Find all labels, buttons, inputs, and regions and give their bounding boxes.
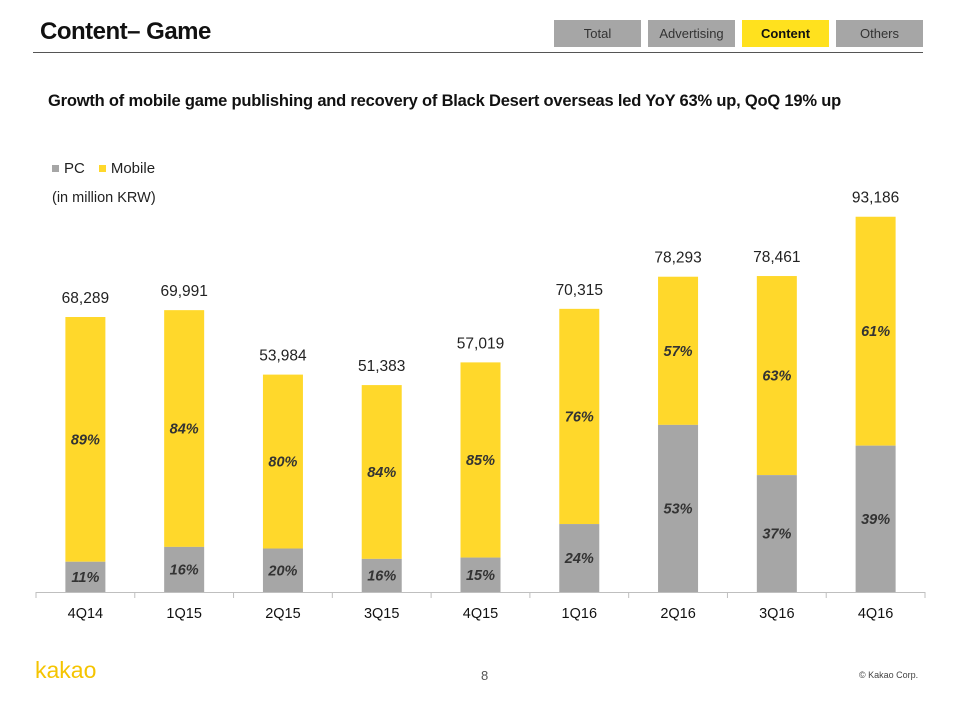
- mobile-share-label-2Q16: 57%: [664, 344, 693, 360]
- pc-share-label-3Q16: 37%: [762, 527, 791, 543]
- x-tick-label-3Q15: 3Q15: [364, 606, 399, 622]
- total-label-1Q16: 70,315: [556, 282, 603, 299]
- bar-mobile-2Q15: [262, 374, 303, 549]
- pc-share-label-4Q16: 39%: [861, 512, 890, 528]
- pc-share-label-3Q15: 16%: [367, 568, 396, 584]
- legend-item-pc: PC: [52, 160, 85, 177]
- legend-label-pc: PC: [64, 160, 85, 177]
- bar-pc-3Q16: [756, 475, 797, 592]
- copyright: © Kakao Corp.: [859, 670, 919, 680]
- bar-pc-2Q16: [658, 424, 699, 592]
- headline: Growth of mobile game publishing and rec…: [48, 92, 841, 110]
- legend-swatch-pc: [52, 165, 59, 172]
- total-label-2Q16: 78,293: [654, 250, 701, 267]
- pc-share-label-4Q15: 15%: [466, 568, 495, 584]
- page-title: Content– Game: [40, 18, 211, 45]
- pc-share-label-4Q14: 11%: [71, 570, 99, 586]
- bar-pc-4Q16: [855, 445, 896, 592]
- bar-pc-2Q15: [262, 548, 303, 592]
- pc-share-label-1Q16: 24%: [564, 551, 594, 567]
- tab-content[interactable]: Content: [742, 20, 829, 47]
- legend-label-mobile: Mobile: [110, 160, 156, 177]
- total-label-4Q16: 93,186: [852, 190, 899, 207]
- bar-mobile-1Q16: [559, 308, 600, 525]
- section-tabs: Total Advertising Content Others: [554, 20, 923, 47]
- bar-pc-1Q15: [164, 546, 205, 592]
- mobile-share-label-4Q14: 89%: [71, 432, 100, 448]
- kakao-logo: kakao: [35, 657, 97, 683]
- bar-pc-4Q14: [65, 561, 106, 592]
- x-tick-label-4Q14: 4Q14: [68, 606, 103, 622]
- mobile-share-label-3Q15: 84%: [367, 465, 396, 481]
- x-tick-label-2Q16: 2Q16: [660, 606, 695, 622]
- bar-mobile-2Q16: [658, 276, 699, 425]
- legend-swatch-mobile: [98, 165, 106, 172]
- pc-share-label-2Q16: 53%: [664, 501, 693, 517]
- mobile-share-label-2Q15: 80%: [268, 455, 297, 471]
- mobile-share-label-1Q16: 76%: [565, 409, 594, 425]
- x-tick-label-3Q16: 3Q16: [759, 606, 794, 622]
- mobile-share-label-4Q15: 85%: [466, 453, 495, 469]
- legend-item-mobile: Mobile: [98, 160, 156, 177]
- x-tick-label-2Q15: 2Q15: [265, 606, 300, 622]
- total-label-2Q15: 53,984: [259, 348, 307, 365]
- bar-mobile-1Q15: [164, 310, 205, 547]
- total-label-4Q15: 57,019: [457, 335, 504, 352]
- total-label-1Q15: 69,991: [160, 283, 207, 300]
- bar-mobile-3Q15: [361, 385, 402, 559]
- x-tick-label-1Q16: 1Q16: [562, 606, 597, 622]
- bar-mobile-4Q14: [65, 317, 106, 562]
- bar-mobile-3Q16: [756, 276, 797, 476]
- mobile-share-label-4Q16: 61%: [861, 324, 890, 340]
- x-tick-label-1Q15: 1Q15: [166, 606, 201, 622]
- tab-others[interactable]: Others: [836, 20, 923, 47]
- mobile-share-label-3Q16: 63%: [762, 369, 791, 385]
- total-label-3Q15: 51,383: [358, 358, 405, 375]
- x-tick-label-4Q15: 4Q15: [463, 606, 498, 622]
- total-label-4Q14: 68,289: [62, 290, 109, 307]
- bar-mobile-4Q15: [460, 362, 501, 558]
- total-label-3Q16: 78,461: [753, 249, 800, 266]
- tab-total[interactable]: Total: [554, 20, 641, 47]
- page-number: 8: [481, 668, 489, 683]
- mobile-share-label-1Q15: 84%: [170, 422, 199, 438]
- bar-pc-4Q15: [460, 557, 501, 592]
- pc-share-label-1Q15: 16%: [170, 562, 199, 578]
- bar-pc-1Q16: [559, 524, 600, 592]
- pc-share-label-2Q15: 20%: [267, 563, 297, 579]
- x-tick-label-4Q16: 4Q16: [858, 606, 893, 622]
- bar-mobile-4Q16: [855, 216, 896, 446]
- bar-pc-3Q15: [361, 558, 402, 592]
- title-divider: [33, 52, 923, 53]
- chart-legend: PC Mobile: [52, 160, 169, 177]
- unit-label: (in million KRW): [52, 190, 156, 206]
- tab-advertising[interactable]: Advertising: [648, 20, 735, 47]
